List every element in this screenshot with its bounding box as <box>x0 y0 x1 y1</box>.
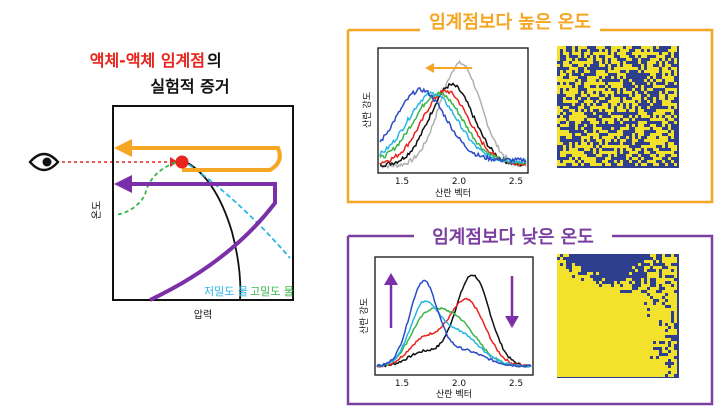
panel-low-frame <box>346 234 714 406</box>
critical-point-marker <box>175 155 189 169</box>
spectrum-curve-4 <box>379 90 527 166</box>
low-chart-xticks: 1.5 2.0 2.5 <box>395 379 523 389</box>
spectrum-curve-2 <box>379 82 527 168</box>
high-xtick-3: 2.5 <box>509 177 523 187</box>
low-chart-curves <box>376 274 532 368</box>
panel-high-temperature: 임계점보다 높은 온도 1.5 2.0 2.5 산란 벡터 산란 강도 <box>346 12 714 204</box>
high-chart-frame <box>377 47 529 174</box>
low-xtick-2: 2.0 <box>452 379 467 389</box>
spectrum-curve-1 <box>376 274 532 368</box>
panel-low-header: 임계점보다 낮은 온도 <box>432 227 594 248</box>
phase-diagram-frame <box>112 105 294 301</box>
y-axis-label: 온도 <box>91 201 103 219</box>
low-up-arrowhead <box>384 273 398 285</box>
panel-high-frame <box>346 28 714 204</box>
low-xtick-3: 2.5 <box>509 379 523 389</box>
panel-low-temperature: 임계점보다 낮은 온도 1.5 2.0 2.5 산란 벡터 산란 강도 <box>346 227 714 406</box>
high-xtick-1: 1.5 <box>395 177 409 187</box>
left-title: 액체-액체 임계점 의 실험적 증거 <box>90 51 230 96</box>
purple-arrowhead <box>114 175 132 193</box>
low-chart-frame <box>374 256 534 376</box>
high-xtick-2: 2.0 <box>452 177 467 187</box>
title-red-text: 액체-액체 임계점 <box>90 51 205 70</box>
spectrum-curve-2 <box>376 297 532 368</box>
high-chart-curves <box>379 59 527 170</box>
low-chart-ylabel: 산란 강도 <box>358 298 370 334</box>
legend-low-density: 저밀도 물 <box>204 285 248 298</box>
high-snapshot-image <box>557 46 679 168</box>
high-shift-arrowhead <box>425 63 434 73</box>
eye-icon <box>28 152 60 172</box>
legend-high-density: 고밀도 물 <box>250 285 294 298</box>
high-chart-ylabel: 산란 강도 <box>361 92 373 128</box>
spectrum-curve-5 <box>376 279 532 368</box>
low-xtick-1: 1.5 <box>395 379 409 389</box>
spectrum-curve-6 <box>379 87 527 164</box>
low-snapshot-image <box>557 254 679 378</box>
spectrum-curve-4 <box>376 300 532 368</box>
spectrum-curve-3 <box>379 89 527 167</box>
x-axis-label: 압력 <box>194 308 212 321</box>
low-density-widom-line <box>181 159 291 259</box>
high-chart-xticks: 1.5 2.0 2.5 <box>395 177 523 187</box>
low-down-arrowhead <box>505 316 519 328</box>
high-density-widom-line <box>114 159 183 216</box>
high-chart-xlabel: 산란 벡터 <box>435 187 471 199</box>
orange-path <box>130 146 282 172</box>
spectrum-curve-1 <box>379 59 527 170</box>
panel-high-header: 임계점보다 높은 온도 <box>429 12 591 33</box>
title-line2-text: 실험적 증거 <box>150 77 229 96</box>
orange-arrowhead <box>114 139 132 157</box>
low-chart-xlabel: 산란 벡터 <box>436 388 472 400</box>
title-suffix-text: 의 <box>207 51 222 70</box>
purple-path <box>130 182 277 302</box>
